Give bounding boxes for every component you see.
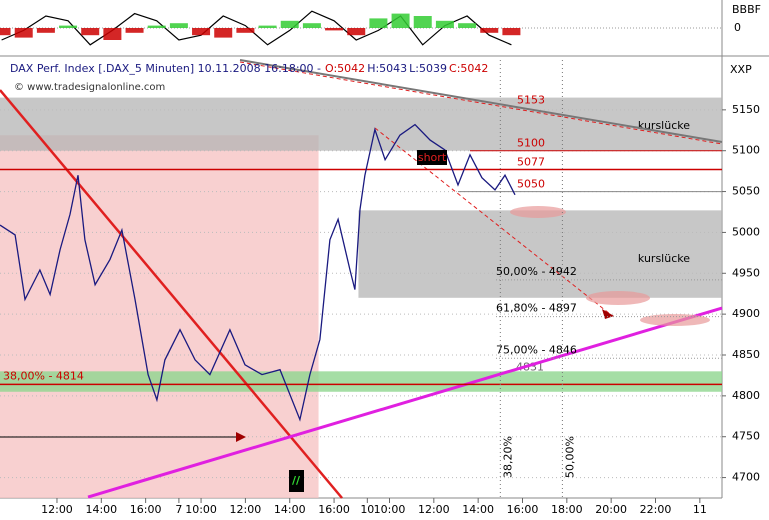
y-tick-label: 4700: [732, 471, 760, 484]
signal-box: [417, 150, 447, 165]
marker-box: [289, 470, 304, 492]
ohlc-value: C:5042: [449, 62, 489, 75]
entry-arrowhead: [236, 432, 246, 442]
histogram-bar: [125, 28, 144, 33]
y-tick-label: 5150: [732, 103, 760, 116]
retracement-label: 38,20%: [501, 436, 514, 478]
x-tick-label: 14:00: [274, 503, 306, 516]
fib-label: 75,00% - 4846: [496, 343, 577, 356]
target-ellipse: [586, 291, 650, 305]
x-tick-label: 20:00: [595, 503, 627, 516]
gap-zone: [0, 97, 722, 151]
histogram-bar: [192, 28, 211, 36]
y-axis-label: BBBF: [732, 3, 761, 16]
chart-title: DAX Perf. Index [.DAX_5 Minuten] 10.11.2…: [10, 62, 322, 75]
x-tick-label: 18:00: [551, 503, 583, 516]
y-tick-label: 4800: [732, 389, 760, 402]
x-tick-label: 16:00: [318, 503, 350, 516]
x-tick-label: 12:00: [41, 503, 73, 516]
y-tick-label: 0: [734, 21, 741, 34]
level-label: 5153: [517, 93, 545, 106]
histogram-bar: [369, 18, 388, 28]
histogram-bar: [458, 23, 477, 28]
y-tick-label: 4750: [732, 430, 760, 443]
projection-line: [374, 127, 611, 315]
histogram-bar: [169, 23, 188, 28]
histogram-bar: [325, 28, 344, 31]
x-tick-label: 14:00: [462, 503, 494, 516]
level-label: 5077: [517, 156, 545, 169]
gap-label: kurslücke: [638, 252, 690, 265]
zone: [0, 371, 722, 392]
resistance-line: [239, 59, 723, 143]
watermark: © www.tradesignalonline.com: [14, 82, 166, 93]
histogram-bar: [236, 28, 255, 33]
level-label: 5100: [517, 137, 545, 150]
x-tick-label: 16:00: [507, 503, 539, 516]
histogram-bar: [435, 20, 454, 28]
ohlc-value: O:5042: [325, 62, 366, 75]
x-tick-label: 22:00: [640, 503, 672, 516]
gap-zone: [358, 210, 722, 298]
retracement-label: 50,00%: [563, 436, 576, 478]
histogram-bar: [14, 28, 33, 38]
zone: [0, 135, 319, 498]
marker-label: //: [292, 474, 301, 487]
histogram-bar: [480, 28, 499, 33]
x-tick-label: 12:00: [230, 503, 262, 516]
histogram-bar: [302, 23, 321, 28]
fib-label: 50,00% - 4942: [496, 265, 577, 278]
gap-label: kurslücke: [638, 119, 690, 132]
x-tick-label: 10:00: [374, 503, 406, 516]
histogram-bar: [81, 28, 100, 36]
histogram-bar: [103, 28, 122, 40]
downtrend-line: [0, 89, 343, 499]
resistance-dash: [239, 61, 723, 145]
histogram-bar: [347, 28, 366, 36]
price-line: [0, 123, 516, 422]
x-tick-label: 14:00: [85, 503, 117, 516]
histogram-bar: [280, 20, 299, 28]
x-tick-label: 10:00: [185, 503, 217, 516]
fib-label: 38,00% - 4814: [3, 369, 84, 382]
y-tick-label: 5100: [732, 144, 760, 157]
y-tick-label: 4900: [732, 307, 760, 320]
histogram-bar: [0, 28, 11, 36]
x-tick-label: 12:00: [418, 503, 450, 516]
y-tick-label: 5050: [732, 185, 760, 198]
histogram-bar: [147, 25, 166, 28]
target-ellipse: [640, 314, 710, 326]
signal-label: short: [418, 151, 447, 164]
y-tick-label: 5000: [732, 225, 760, 238]
chart-header: DAX Perf. Index [.DAX_5 Minuten] 10.11.2…: [10, 62, 488, 75]
y-axis-label: XXP: [730, 63, 752, 76]
histogram-bar: [502, 28, 521, 36]
histogram-bar: [59, 25, 78, 28]
uptrend-line: [87, 306, 723, 499]
histogram-bar: [36, 28, 55, 33]
y-tick-label: 4950: [732, 266, 760, 279]
level-label: 5050: [517, 178, 545, 191]
histogram-bar: [413, 16, 432, 28]
histogram-bar: [214, 28, 233, 38]
target-ellipse: [510, 206, 566, 218]
y-tick-label: 4850: [732, 348, 760, 361]
x-tick-label: 16:00: [130, 503, 162, 516]
oscillator-line: [1, 10, 512, 46]
ohlc-value: H:5043: [367, 62, 408, 75]
histogram-bar: [391, 13, 410, 28]
x-tick-label: 10: [360, 503, 374, 516]
ohlc-value: L:5039: [409, 62, 448, 75]
fib-label: 61,80% - 4897: [496, 302, 577, 315]
x-tick-label: 11: [693, 503, 707, 516]
histogram-bar: [258, 25, 277, 28]
x-tick-label: 7: [175, 503, 182, 516]
